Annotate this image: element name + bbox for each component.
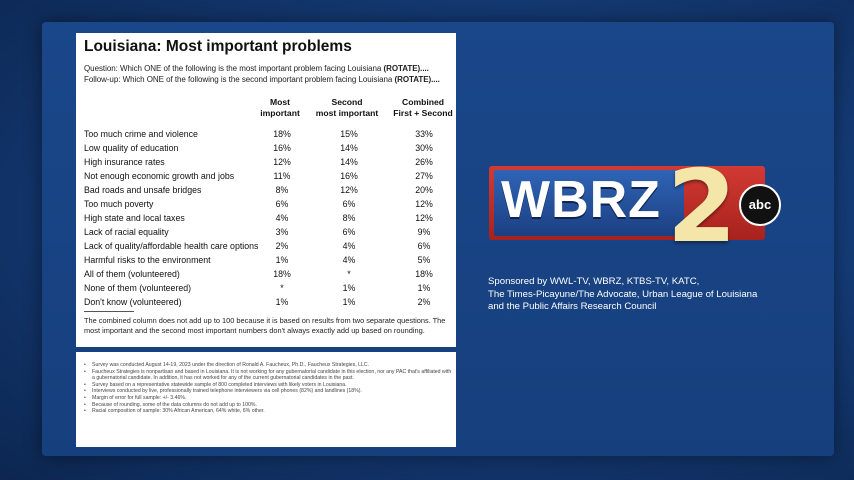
most-important-value: 3% (275, 227, 289, 237)
column-header-line: Second (331, 97, 363, 107)
second-important-value: * (347, 269, 351, 279)
most-important-value: 1% (275, 297, 289, 307)
wbrz-logo: WBRZ 2 abc (489, 148, 781, 265)
methodology-item: Survey was conducted August 14-19, 2023 … (84, 362, 452, 369)
row-label: Too much poverty (84, 199, 154, 209)
footnote-divider (84, 311, 134, 312)
second-important-value: 6% (342, 227, 356, 237)
table-row: Bad roads and unsafe bridges 8% 12% 20% (84, 185, 450, 199)
second-important-value: 6% (342, 199, 356, 209)
row-label: Bad roads and unsafe bridges (84, 185, 202, 195)
table-row: None of them (volunteered) * 1% 1% (84, 283, 450, 297)
methodology-item: Faucheux Strategies is nonpartisan and b… (84, 369, 452, 382)
most-important-value: * (280, 283, 284, 293)
combined-value: 12% (415, 213, 433, 223)
combined-value: 6% (417, 241, 431, 251)
table-row: Too much poverty 6% 6% 12% (84, 199, 450, 213)
most-important-value: 4% (275, 213, 289, 223)
followup-text: Follow-up: Which ONE of the following is… (84, 75, 440, 84)
second-important-value: 14% (340, 143, 358, 153)
row-label: None of them (volunteered) (84, 283, 192, 293)
table-row: Lack of racial equality 3% 6% 9% (84, 227, 450, 241)
combined-value: 26% (415, 157, 433, 167)
combined-value: 9% (417, 227, 431, 237)
survey-table-panel: Louisiana: Most important problems Quest… (76, 33, 456, 347)
most-important-value: 8% (275, 185, 289, 195)
row-label: Don't know (volunteered) (84, 297, 182, 307)
abc-logo: abc (739, 184, 781, 226)
table-row: Lack of quality/affordable health care o… (84, 241, 450, 255)
table-row: Don't know (volunteered) 1% 1% 2% (84, 297, 450, 311)
second-important-value: 12% (340, 185, 358, 195)
combined-value: 30% (415, 143, 433, 153)
most-important-value: 2% (275, 241, 289, 251)
row-label: Low quality of education (84, 143, 179, 153)
second-important-value: 16% (340, 171, 358, 181)
sponsor-line: and the Public Affairs Research Council (488, 301, 657, 312)
row-label: Lack of racial equality (84, 227, 169, 237)
sponsor-text: Sponsored by WWL-TV, WBRZ, KTBS-TV, KATC… (488, 276, 808, 314)
most-important-value: 18% (273, 269, 291, 279)
column-header-second: Second most important (311, 97, 383, 118)
question-text: Question: Which ONE of the following is … (84, 64, 429, 73)
methodology-list: Survey was conducted August 14-19, 2023 … (84, 362, 452, 415)
logo-number: 2 (667, 148, 737, 265)
logo-blue-bar (494, 170, 684, 236)
column-header-line: Combined (401, 97, 444, 107)
table-row: High state and local taxes 4% 8% 12% (84, 213, 450, 227)
sponsor-line: Sponsored by WWL-TV, WBRZ, KTBS-TV, KATC… (488, 276, 700, 287)
methodology-item: Margin of error for full sample: +/- 3.4… (84, 395, 452, 402)
table-row: High insurance rates 12% 14% 26% (84, 157, 450, 171)
row-label: High insurance rates (84, 157, 165, 167)
second-important-value: 1% (342, 297, 356, 307)
second-important-value: 14% (340, 157, 358, 167)
methodology-item: Because of rounding, some of the data co… (84, 402, 452, 409)
sponsor-line: The Times-Picayune/The Advocate, Urban L… (488, 288, 758, 300)
column-header-line: Most (269, 97, 291, 107)
combined-value: 20% (415, 185, 433, 195)
second-important-value: 8% (342, 213, 356, 223)
most-important-value: 16% (273, 143, 291, 153)
column-header-line: important (260, 107, 300, 118)
most-important-value: 12% (273, 157, 291, 167)
methodology-item: Racial composition of sample: 30% Africa… (84, 408, 452, 415)
column-header-combined: Combined First + Second (383, 97, 463, 118)
most-important-value: 6% (275, 199, 289, 209)
table-row: Not enough economic growth and jobs 11% 16… (84, 171, 450, 185)
combined-value: 12% (415, 199, 433, 209)
column-header-line: First + Second (393, 107, 453, 118)
row-label: All of them (volunteered) (84, 269, 180, 279)
combined-value: 33% (415, 129, 433, 139)
combined-value: 27% (415, 171, 433, 181)
row-label: Not enough economic growth and jobs (84, 171, 235, 181)
row-label: High state and local taxes (84, 213, 185, 223)
footnote: The combined column does not add up to 1… (84, 316, 446, 335)
most-important-value: 18% (273, 129, 291, 139)
second-important-value: 15% (340, 129, 358, 139)
row-label: Lack of quality/affordable health care o… (84, 241, 259, 251)
most-important-value: 11% (273, 171, 291, 181)
second-important-value: 1% (342, 283, 356, 293)
combined-value: 2% (417, 297, 431, 307)
column-header-line: most important (315, 107, 379, 118)
second-important-value: 4% (342, 241, 356, 251)
row-label: Harmful risks to the environment (84, 255, 211, 265)
row-label: Too much crime and violence (84, 129, 198, 139)
table-row: All of them (volunteered) 18% * 18% (84, 269, 450, 283)
methodology-item: Interviews conducted by live, profession… (84, 388, 452, 395)
combined-value: 5% (417, 255, 431, 265)
most-important-value: 1% (275, 255, 289, 265)
table-row: Low quality of education 16% 14% 30% (84, 143, 450, 157)
table-row: Harmful risks to the environment 1% 4% 5% (84, 255, 450, 269)
column-header-most-important: Most important (259, 97, 301, 118)
combined-value: 1% (417, 283, 431, 293)
logo-letters: WBRZ (501, 171, 661, 229)
table-row: Too much crime and violence 18% 15% 33% (84, 129, 450, 143)
methodology-item: Survey based on a representative statewi… (84, 382, 452, 389)
combined-value: 18% (415, 269, 433, 279)
second-important-value: 4% (342, 255, 356, 265)
panel-title: Louisiana: Most important problems (84, 38, 352, 55)
methodology-panel: Survey was conducted August 14-19, 2023 … (76, 352, 456, 447)
